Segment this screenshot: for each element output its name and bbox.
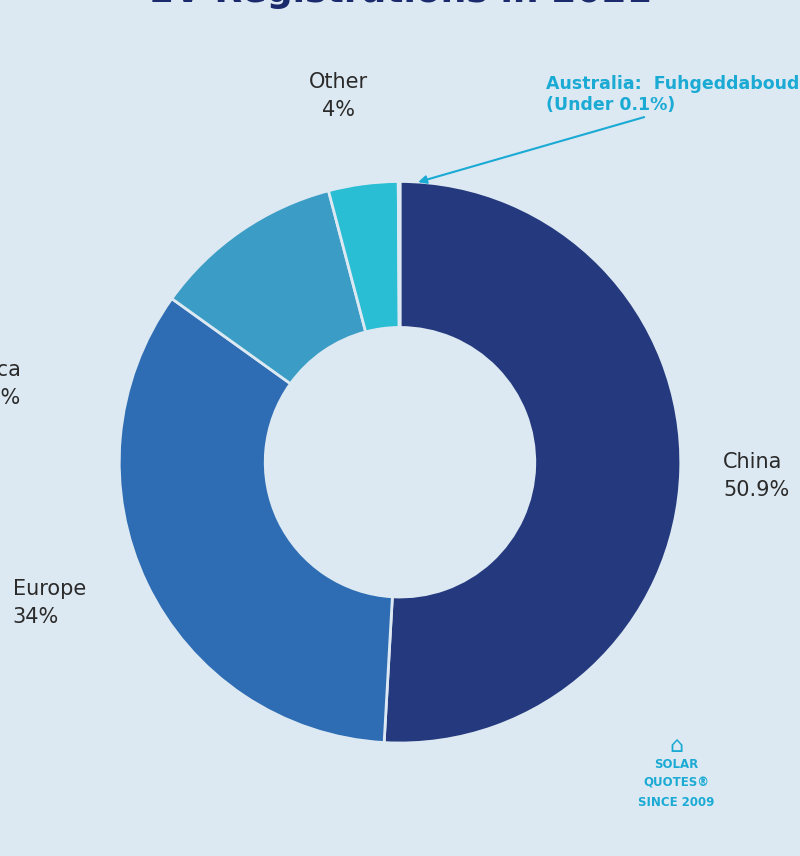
Text: Australia:  Fuhgeddaboudit percent.
(Under 0.1%): Australia: Fuhgeddaboudit percent. (Unde…: [420, 74, 800, 183]
Text: SOLAR
QUOTES®
SINCE 2009: SOLAR QUOTES® SINCE 2009: [638, 758, 714, 809]
Wedge shape: [384, 181, 681, 743]
Wedge shape: [329, 181, 399, 332]
Text: North America
11%: North America 11%: [0, 360, 21, 407]
Text: China
50.9%: China 50.9%: [723, 452, 789, 500]
Text: Europe
34%: Europe 34%: [13, 579, 86, 627]
Title: EV Registrations in 2021: EV Registrations in 2021: [149, 0, 651, 9]
Wedge shape: [119, 299, 392, 742]
Wedge shape: [172, 191, 366, 383]
Text: Other
4%: Other 4%: [309, 72, 368, 120]
Wedge shape: [398, 181, 400, 328]
Text: ⌂: ⌂: [669, 736, 683, 757]
